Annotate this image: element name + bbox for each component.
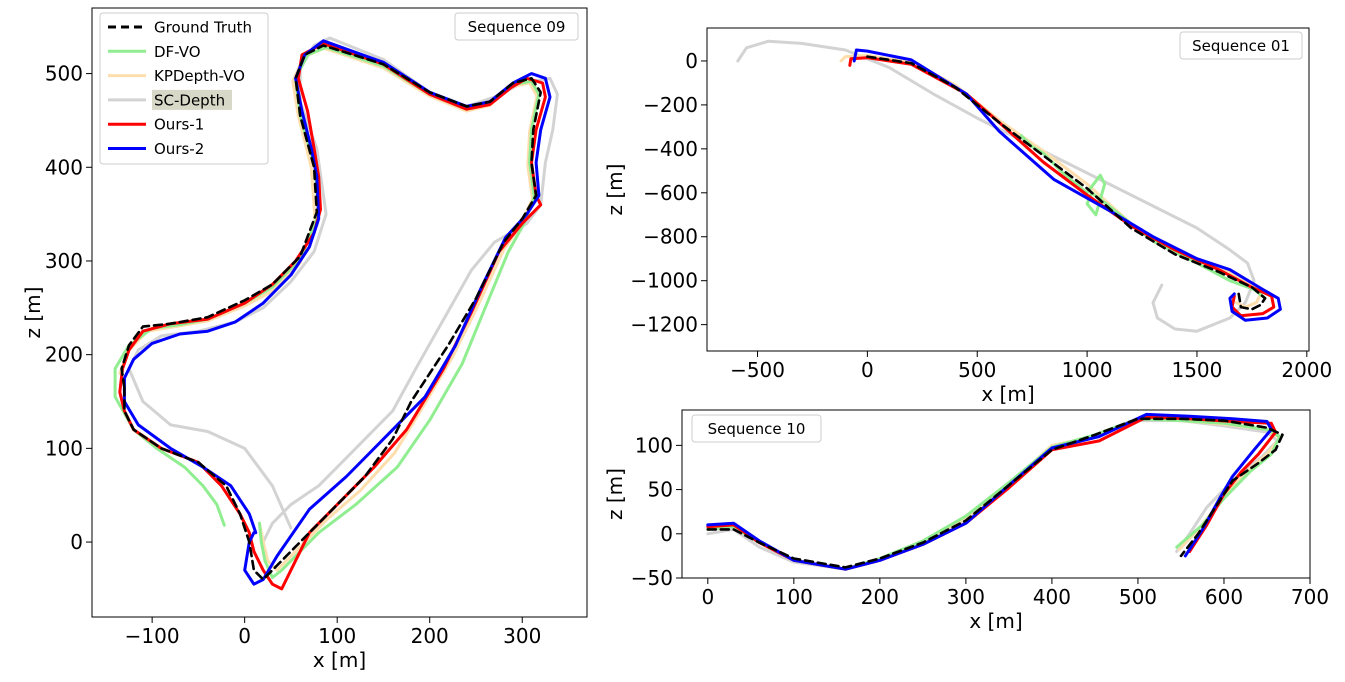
sequence-label: Sequence 09 — [468, 18, 566, 36]
x-tick-label: 300 — [503, 624, 541, 648]
x-tick-label: 200 — [411, 624, 449, 648]
y-tick-label: 100 — [45, 436, 83, 460]
x-axis-label: x [m] — [313, 648, 366, 672]
y-tick-label: −200 — [643, 93, 698, 117]
sequence-label-box — [454, 12, 579, 41]
legend: Ground Truth DF-VO KPDepth-VO SC-Depth Ours-… — [99, 12, 269, 165]
y-tick-label: 100 — [635, 433, 673, 457]
y-axis-label: z [m] — [21, 287, 45, 339]
sequence-label-box — [691, 414, 822, 443]
legend-entry-scdepth: SC-Depth — [154, 91, 225, 109]
sequence-label: Sequence 01 — [1192, 37, 1290, 55]
x-tick-label: 300 — [947, 585, 985, 609]
sequence-label: Sequence 10 — [708, 420, 806, 438]
y-tick-label: 300 — [45, 249, 83, 273]
x-tick-label: 0 — [861, 358, 874, 382]
series-line-scdepth — [736, 39, 1256, 333]
y-tick-label: 50 — [648, 478, 673, 502]
legend-entry-gt: Ground Truth — [154, 19, 252, 37]
series-group — [706, 412, 1284, 571]
x-axis-label: x [m] — [981, 382, 1034, 406]
x-tick-label: 1500 — [1171, 358, 1222, 382]
series-group — [113, 36, 559, 591]
x-tick-label: 100 — [775, 585, 813, 609]
y-tick-label: −1200 — [630, 313, 698, 337]
x-tick-label: 200 — [861, 585, 899, 609]
y-tick-label: −600 — [643, 181, 698, 205]
legend-entry-kpdepth: KPDepth-VO — [154, 67, 245, 85]
y-tick-label: 200 — [45, 343, 83, 367]
axes-frame — [706, 27, 1310, 352]
y-axis-label: z [m] — [603, 164, 627, 216]
series-line-gt — [120, 44, 542, 581]
x-axis-label: x [m] — [969, 609, 1022, 633]
legend-entry-dfvo: DF-VO — [154, 43, 201, 61]
legend-highlight — [152, 89, 232, 110]
series-line-gt — [706, 417, 1284, 569]
x-tick-label: 1000 — [1062, 358, 1113, 382]
series-group — [736, 39, 1282, 333]
x-tick-label: −500 — [730, 358, 785, 382]
chart-1: −100 0 100 200 300 0 100 200 300 400 500 x [m] z [m]… — [21, 7, 588, 672]
chart-2: −500 0 500 1000 1500 2000 0 −200 −400 −600 −800 −10… — [603, 27, 1332, 406]
y-tick-label: 0 — [70, 530, 83, 554]
y-tick-label: 400 — [45, 155, 83, 179]
y-tick-label: 0 — [685, 49, 698, 73]
x-tick-label: 500 — [958, 358, 996, 382]
x-tick-label: 400 — [1033, 585, 1071, 609]
x-tick-label: 2000 — [1281, 358, 1332, 382]
y-tick-label: −400 — [643, 137, 698, 161]
x-tick-label: −100 — [125, 624, 180, 648]
y-tick-label: −800 — [643, 225, 698, 249]
sequence-label-box — [1179, 31, 1303, 60]
x-tick-label: 100 — [318, 624, 356, 648]
legend-entry-ours2: Ours-2 — [154, 140, 204, 158]
axes-frame — [91, 7, 588, 618]
series-line-ours1 — [848, 56, 1276, 318]
x-tick-label: 0 — [701, 585, 714, 609]
y-tick-label: −1000 — [630, 269, 698, 293]
series-line-ours2 — [706, 412, 1273, 571]
y-axis-label: z [m] — [603, 468, 627, 520]
y-tick-label: 0 — [660, 522, 673, 546]
y-tick-label: 500 — [45, 62, 83, 86]
x-tick-label: 700 — [1291, 585, 1329, 609]
series-line-gt — [866, 55, 1267, 311]
axes-frame — [681, 409, 1311, 579]
x-tick-label: 500 — [1119, 585, 1157, 609]
x-tick-label: 0 — [238, 624, 251, 648]
legend-entry-ours1: Ours-1 — [154, 116, 204, 134]
series-line-kpdepth — [839, 54, 1263, 309]
x-tick-label: 600 — [1205, 585, 1243, 609]
y-tick-label: −50 — [631, 566, 673, 590]
series-line-ours2 — [852, 48, 1282, 322]
